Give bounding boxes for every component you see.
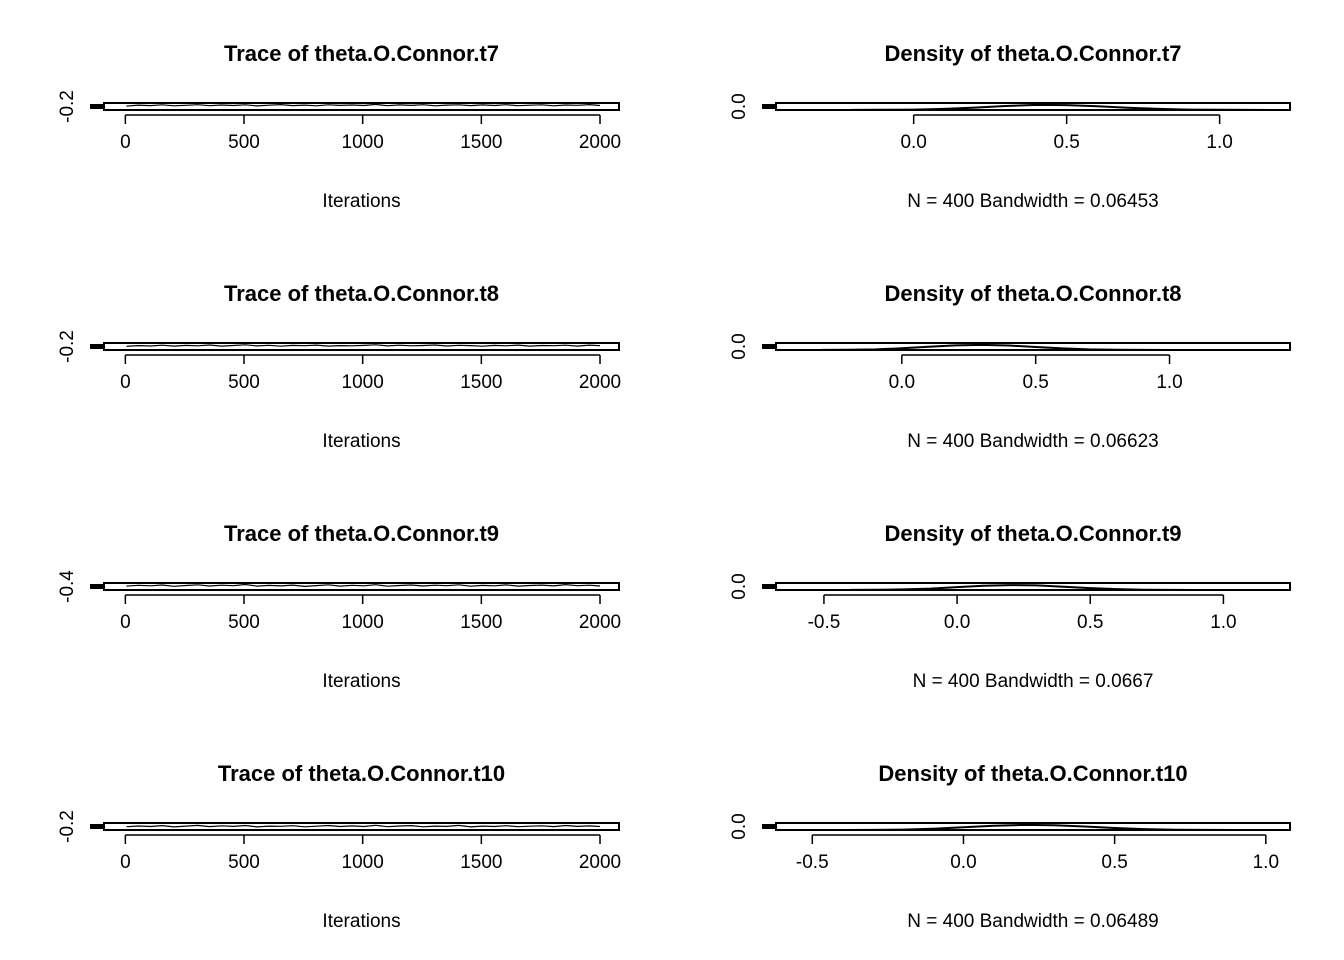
y-tick-label: -0.2 (57, 90, 78, 123)
y-axis-ticks-cluster (90, 344, 104, 349)
y-tick-label: 0.0 (729, 93, 750, 119)
x-tick-label: 1000 (342, 612, 384, 633)
x-tick-label: 2000 (579, 372, 621, 393)
x-tick-label: 1.0 (1156, 372, 1182, 393)
y-axis-ticks-cluster (762, 344, 776, 349)
x-axis-label: N = 400 Bandwidth = 0.06453 (907, 191, 1158, 212)
density-panel: Density of theta.O.Connor.t9 -0.5 0.0 0.5 1.… (729, 521, 1291, 692)
y-axis-ticks-cluster (762, 104, 776, 109)
x-tick-label: 0.5 (1101, 852, 1127, 873)
density-panel: Density of theta.O.Connor.t7 0.0 0.5 1.0 0.0… (729, 41, 1291, 212)
x-tick-label: 0.0 (950, 852, 976, 873)
x-axis-label: N = 400 Bandwidth = 0.06623 (907, 431, 1158, 452)
x-tick-label: 1.0 (1253, 852, 1279, 873)
x-tick-label: 0.5 (1077, 612, 1103, 633)
x-tick-label: 0.5 (1022, 372, 1048, 393)
y-axis-ticks-cluster (90, 104, 104, 109)
x-tick-label: 1500 (460, 852, 502, 873)
y-tick-label: 0.0 (729, 573, 750, 599)
x-tick-label: 500 (228, 612, 260, 633)
x-tick-label: 1500 (460, 372, 502, 393)
x-tick-label: 2000 (579, 132, 621, 153)
x-axis-label: N = 400 Bandwidth = 0.06489 (907, 911, 1158, 932)
x-tick-label: 1000 (342, 852, 384, 873)
y-tick-label: -0.2 (57, 810, 78, 843)
x-tick-label: 1.0 (1206, 132, 1232, 153)
x-tick-label: 2000 (579, 612, 621, 633)
y-axis-ticks-cluster (90, 824, 104, 829)
x-tick-label: -0.5 (808, 612, 841, 633)
x-tick-label: 0 (120, 372, 131, 393)
trace-panel: Trace of theta.O.Connor.t7 0 500 1000 1500 20… (57, 41, 621, 212)
x-tick-label: 1000 (342, 132, 384, 153)
trace-series-line (126, 344, 601, 347)
x-tick-label: 0.5 (1053, 132, 1079, 153)
density-panel: Density of theta.O.Connor.t10 -0.5 0.0 0.5 1… (729, 761, 1291, 932)
panel-title: Trace of theta.O.Connor.t7 (224, 41, 499, 66)
x-tick-label: 0 (120, 612, 131, 633)
trace-panel: Trace of theta.O.Connor.t10 0 500 1000 1500 2… (57, 761, 621, 932)
trace-panel: Trace of theta.O.Connor.t8 0 500 1000 1500 20… (57, 281, 621, 452)
trace-series-line (126, 583, 601, 588)
x-tick-label: 0.0 (889, 372, 915, 393)
y-tick-label: 0.0 (729, 333, 750, 359)
x-tick-label: 0.0 (900, 132, 926, 153)
x-axis-label: Iterations (322, 191, 400, 212)
y-axis-ticks-cluster (90, 584, 104, 589)
trace-panel: Trace of theta.O.Connor.t9 0 500 1000 1500 20… (57, 521, 621, 692)
density-panel: Density of theta.O.Connor.t8 0.0 0.5 1.0 0.0… (729, 281, 1291, 452)
x-tick-label: 500 (228, 132, 260, 153)
panel-title: Trace of theta.O.Connor.t8 (224, 281, 499, 306)
x-tick-label: -0.5 (796, 852, 829, 873)
x-tick-label: 500 (228, 852, 260, 873)
panel-title: Density of theta.O.Connor.t9 (884, 521, 1181, 546)
trace-series-line (126, 824, 601, 828)
panel-title: Trace of theta.O.Connor.t9 (224, 521, 499, 546)
panel-title: Density of theta.O.Connor.t8 (884, 281, 1181, 306)
trace-series-line (126, 103, 601, 107)
panel-title: Density of theta.O.Connor.t7 (884, 41, 1181, 66)
x-tick-label: 1500 (460, 132, 502, 153)
plot-frame (103, 102, 620, 111)
y-tick-label: 0.0 (729, 813, 750, 839)
plot-frame (103, 582, 620, 591)
x-axis-label: Iterations (322, 431, 400, 452)
x-tick-label: 2000 (579, 852, 621, 873)
panel-title: Trace of theta.O.Connor.t10 (218, 761, 505, 786)
x-axis-label: Iterations (322, 671, 400, 692)
y-axis-ticks-cluster (762, 824, 776, 829)
x-tick-label: 1500 (460, 612, 502, 633)
panel-title: Density of theta.O.Connor.t10 (878, 761, 1187, 786)
plot-frame (103, 342, 620, 351)
x-axis-label: Iterations (322, 911, 400, 932)
y-tick-label: -0.2 (57, 330, 78, 363)
x-tick-label: 1.0 (1210, 612, 1236, 633)
x-tick-label: 1000 (342, 372, 384, 393)
y-axis-ticks-cluster (762, 584, 776, 589)
x-tick-label: 0.0 (944, 612, 970, 633)
x-tick-label: 500 (228, 372, 260, 393)
x-tick-label: 0 (120, 132, 131, 153)
x-tick-label: 0 (120, 852, 131, 873)
y-tick-label: -0.4 (57, 570, 78, 603)
x-axis-label: N = 400 Bandwidth = 0.0667 (913, 671, 1154, 692)
